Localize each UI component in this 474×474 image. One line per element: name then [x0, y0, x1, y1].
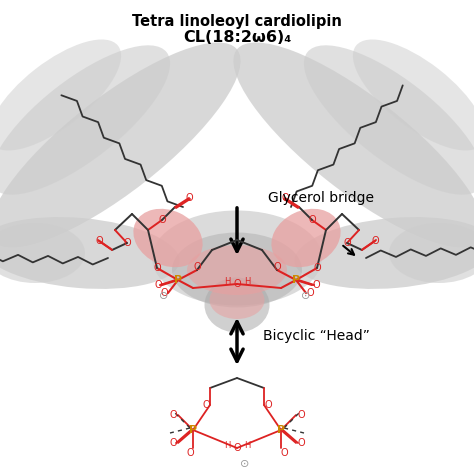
Text: P: P: [277, 425, 285, 435]
Text: P: P: [189, 425, 197, 435]
Text: O: O: [312, 280, 320, 290]
Text: O: O: [297, 438, 305, 448]
Text: O: O: [158, 215, 166, 225]
Text: O: O: [169, 410, 177, 420]
Text: O: O: [281, 193, 289, 203]
Text: O: O: [273, 262, 281, 272]
Text: O: O: [306, 288, 314, 298]
Text: ⊙: ⊙: [301, 291, 310, 301]
Text: O: O: [371, 236, 379, 246]
Text: O: O: [202, 400, 210, 410]
Ellipse shape: [233, 43, 474, 247]
Text: O: O: [123, 238, 131, 248]
Ellipse shape: [0, 223, 85, 283]
Ellipse shape: [0, 39, 121, 151]
Text: ⊙: ⊙: [240, 459, 250, 469]
Text: O: O: [185, 193, 193, 203]
Text: O: O: [95, 236, 103, 246]
Text: CL(18:2ω6)₄: CL(18:2ω6)₄: [183, 30, 291, 45]
Text: O: O: [297, 410, 305, 420]
Text: O: O: [233, 443, 241, 453]
Text: O: O: [193, 262, 201, 272]
Text: Tetra linoleoyl cardiolipin: Tetra linoleoyl cardiolipin: [132, 14, 342, 29]
Text: H: H: [224, 441, 230, 450]
Text: O: O: [153, 263, 161, 273]
Ellipse shape: [133, 209, 203, 267]
Ellipse shape: [0, 217, 180, 289]
Ellipse shape: [210, 281, 264, 319]
Text: O: O: [313, 263, 321, 273]
Text: O: O: [280, 448, 288, 458]
Ellipse shape: [304, 46, 474, 195]
Ellipse shape: [172, 233, 302, 308]
Text: H: H: [224, 277, 230, 286]
Ellipse shape: [152, 210, 322, 306]
Text: P: P: [174, 275, 182, 285]
Text: O: O: [169, 438, 177, 448]
Ellipse shape: [0, 43, 241, 247]
Text: O: O: [186, 448, 194, 458]
Text: O: O: [308, 215, 316, 225]
Ellipse shape: [353, 39, 474, 151]
Ellipse shape: [204, 277, 270, 332]
Text: O: O: [160, 288, 168, 298]
Ellipse shape: [0, 46, 170, 195]
Text: H: H: [244, 441, 250, 450]
Text: P: P: [292, 275, 300, 285]
Text: O: O: [264, 400, 272, 410]
Text: Bicyclic “Head”: Bicyclic “Head”: [263, 329, 370, 343]
Ellipse shape: [389, 223, 474, 283]
Text: H: H: [244, 277, 250, 286]
Text: Glycerol bridge: Glycerol bridge: [268, 191, 374, 205]
Text: O: O: [233, 279, 241, 289]
Ellipse shape: [187, 245, 287, 295]
Ellipse shape: [271, 209, 341, 267]
Ellipse shape: [294, 217, 474, 289]
Text: O: O: [343, 238, 351, 248]
Text: O: O: [154, 280, 162, 290]
Text: ⊙: ⊙: [159, 291, 169, 301]
